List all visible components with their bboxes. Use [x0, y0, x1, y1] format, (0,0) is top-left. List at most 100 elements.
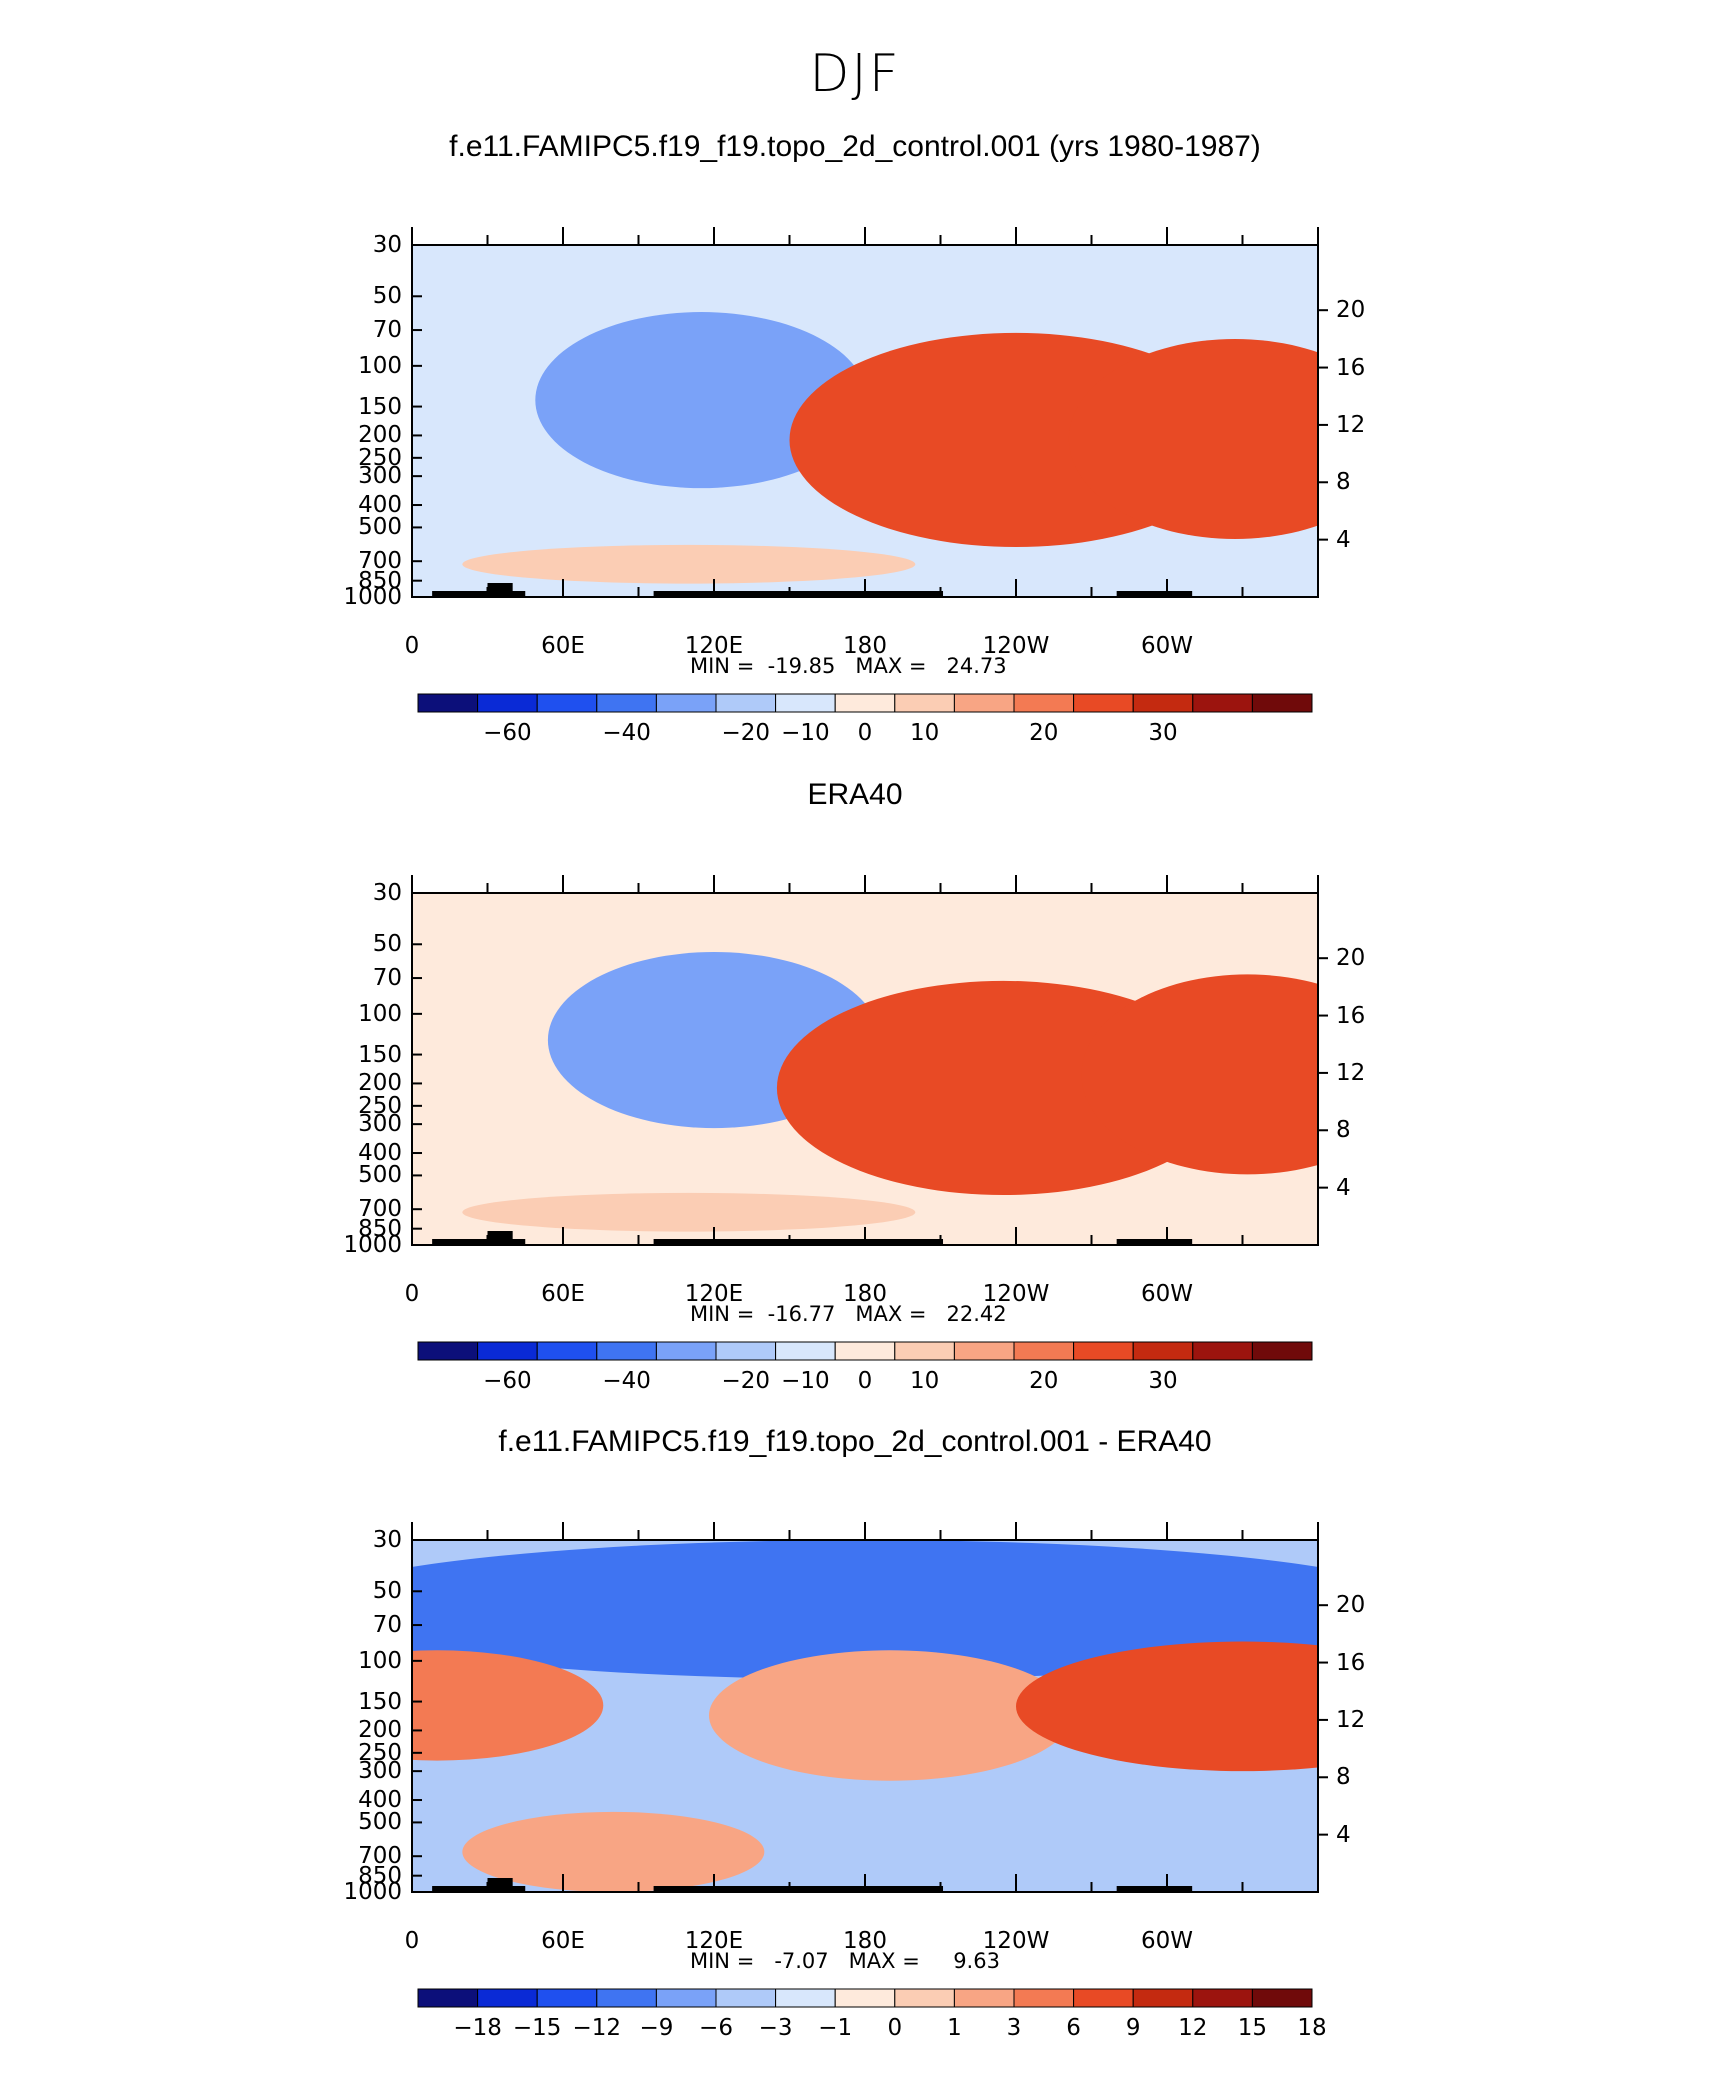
panel-3-feature-low-level-positive [462, 1811, 765, 1892]
panel-2-topography-1 [432, 1239, 526, 1245]
panel-1-xtick-1: 60E [541, 633, 585, 659]
panel-2-colorbar-box-9 [953, 1341, 1015, 1361]
panel-3-colorbar-box-10 [1013, 1988, 1075, 2008]
panel-2-rtick-16: 16 [1336, 1002, 1366, 1029]
panel-3-xtick-2: 120E [684, 1928, 744, 1954]
panel-2-ytick-700: 700 [358, 1196, 402, 1223]
panel-2-rtick-8: 8 [1336, 1117, 1351, 1144]
panel-3-xtick-0: 0 [404, 1928, 420, 1954]
panel-3-xtick-5: 60W [1140, 1928, 1193, 1954]
panel-1-ytick-850: 850 [358, 567, 402, 594]
panel-1-colorbar-box-12 [1132, 693, 1194, 713]
panel-2-topography-4 [1116, 1239, 1193, 1245]
panel-1-colorbar-label-7: 30 [1148, 720, 1178, 746]
panel-1-xtick-4: 120W [982, 633, 1050, 659]
panel-3-colorbar-label-13: 15 [1237, 2015, 1268, 2041]
panel-2-ytick-500: 500 [358, 1162, 402, 1189]
panel-1-field-label: Zonal wind [408, 196, 557, 227]
panel-3-rtick-12: 12 [1336, 1706, 1366, 1733]
panel-2-colorbar-box-13 [1192, 1341, 1253, 1361]
panel-3-colorbar-label-12: 12 [1178, 2015, 1208, 2041]
panel-3-units: m/s [1245, 1486, 1295, 1517]
panel-3-topography-1 [432, 1886, 526, 1892]
panel-1-xtick-5: 60W [1140, 633, 1193, 659]
panel-2-colorbar-box-12 [1132, 1341, 1194, 1361]
panel-3-field-label: Zonal wind [408, 1491, 557, 1522]
panel-3-feature-atlantic-positive [1016, 1641, 1469, 1772]
panel-1-feature-low-level-westerlies [462, 544, 916, 584]
panel-2-xtick-2: 120E [684, 1281, 744, 1307]
panel-1-ytick-200: 200 [358, 422, 402, 449]
panel-1-colorbar-label-1: −40 [602, 720, 651, 746]
panel-3-rtick-20: 20 [1336, 1592, 1366, 1619]
panel-2-colorbar-box-14 [1251, 1341, 1313, 1361]
panel-2-ylabel: Pressure (mb) [257, 923, 299, 1214]
panel-3-ytick-300: 300 [358, 1758, 402, 1785]
panel-3-ytick-100: 100 [358, 1647, 402, 1674]
panel-3-rtick-16: 16 [1336, 1649, 1366, 1676]
panel-1-units: m/s [1245, 191, 1295, 222]
panel-2-colorbar-box-5 [715, 1341, 777, 1361]
panel-2-colorbar-label-4: 0 [857, 1368, 873, 1394]
panel-3-colorbar-label-4: −6 [699, 2015, 733, 2041]
panel-2-topography-2 [487, 1231, 513, 1245]
panel-2-colorbar-box-8 [894, 1341, 955, 1361]
panel-1-colorbar-label-2: −20 [721, 720, 771, 746]
panel-3-feature-central-pacific-positive [708, 1650, 1072, 1781]
panel-3-ytick-70: 70 [372, 1612, 402, 1639]
panel-3-colorbar-box-3 [596, 1988, 657, 2008]
panel-1-colorbar-box-11 [1073, 693, 1134, 713]
panel-2-plot-background [412, 893, 1318, 1245]
panel-2-rtick-20: 20 [1336, 945, 1366, 972]
panel-1-plot-background [412, 245, 1318, 597]
panel-1-colorbar-box-4 [655, 693, 717, 713]
panel-2-xtick-5: 60W [1140, 1281, 1193, 1307]
panel-3-title: f.e11.FAMIPC5.f19_f19.topo_2d_control.00… [498, 1425, 1212, 1458]
panel-1-colorbar-box-1 [477, 693, 538, 713]
panel-1-rtick-4: 4 [1336, 526, 1351, 553]
panel-2-xtick-1: 60E [541, 1281, 585, 1307]
panel-1-ytick-100: 100 [358, 352, 402, 379]
panel-2-feature-west-pacific-core [608, 963, 820, 1077]
panel-2-colorbar-box-3 [596, 1341, 657, 1361]
panel-1-rtick-20: 20 [1336, 297, 1366, 324]
panel-1-feature-east-pacific-jet-core [880, 361, 1152, 467]
panel-1-rtick-16: 16 [1336, 354, 1366, 381]
panel-2-topography-3 [653, 1239, 944, 1245]
panel-2-colorbar-label-0: −60 [483, 1368, 532, 1394]
panel-1-colorbar-label-0: −60 [483, 720, 532, 746]
panel-1-feature-central-pacific-weak [925, 510, 1107, 531]
panel-3-colorbar-box-2 [536, 1988, 598, 2008]
panel-2-colorbar-label-1: −40 [602, 1368, 651, 1394]
panel-3-colorbar-label-10: 6 [1066, 2015, 1081, 2041]
panel-1-ytick-1000: 1000 [343, 584, 402, 610]
panel-3-colorbar-label-1: −15 [512, 2015, 562, 2041]
panel-3-colorbar-box-14 [1251, 1988, 1313, 2008]
panel-2-ytick-1000: 1000 [343, 1232, 402, 1258]
panel-2-colorbar-box-0 [417, 1341, 479, 1361]
panel-3-ytick-30: 30 [372, 1527, 402, 1553]
panel-1-topography-1 [432, 591, 526, 597]
main-title: DJF [809, 44, 901, 104]
panel-3-xtick-1: 60E [541, 1928, 585, 1954]
panel-1-colorbar-box-13 [1192, 693, 1253, 713]
panel-2-xtick-0: 0 [404, 1281, 420, 1307]
panel-3-colorbar-label-0: −18 [453, 2015, 502, 2041]
panel-3-ylabel-right: Height (km) [1409, 1588, 1451, 1836]
panel-3-topography-3 [653, 1886, 944, 1892]
panel-2-ytick-250: 250 [358, 1092, 402, 1119]
panel-3-ytick-850: 850 [358, 1862, 402, 1889]
panel-3-colorbar-label-11: 9 [1125, 2015, 1141, 2041]
panel-1-title: f.e11.FAMIPC5.f19_f19.topo_2d_control.00… [449, 130, 1261, 163]
panel-1-ytick-150: 150 [358, 393, 402, 420]
panel-1-colorbar-label-3: −10 [781, 720, 830, 746]
panel-1-rtick-8: 8 [1336, 469, 1351, 496]
panel-1-feature-east-pacific-jet [789, 332, 1243, 548]
panel-2-field-label: zonal wind [408, 844, 553, 875]
panel-1-rtick-12: 12 [1336, 411, 1366, 438]
panel-3-colorbar-label-2: −12 [572, 2015, 622, 2041]
panel-2-rtick-12: 12 [1336, 1059, 1366, 1086]
panel-3-rtick-4: 4 [1336, 1821, 1351, 1848]
